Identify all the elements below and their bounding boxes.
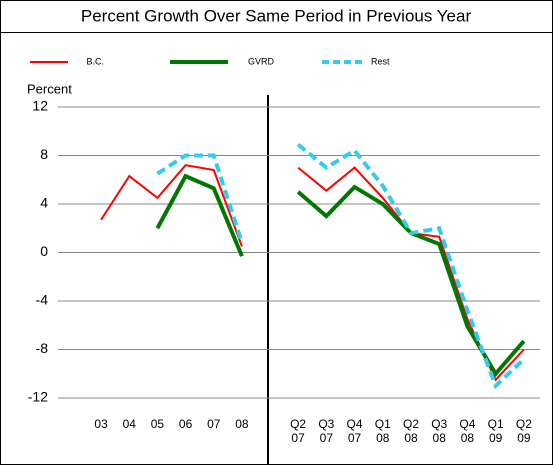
x-tick-label: 07 [207, 417, 221, 431]
x-tick-label: Q2 08 [403, 417, 419, 445]
y-tick-label: 4 [40, 195, 48, 211]
chart-frame [0, 32, 553, 465]
chart-title: Percent Growth Over Same Period in Previ… [81, 6, 472, 25]
series-line [156, 153, 244, 244]
series-line [155, 173, 244, 257]
legend-label: Rest [371, 56, 390, 66]
series-line [100, 164, 243, 247]
x-tick-label: Q3 07 [318, 417, 334, 445]
series-line [296, 143, 526, 390]
x-tick-label: 04 [123, 417, 137, 431]
x-tick-label: Q4 08 [459, 417, 475, 445]
x-tick-label: Q1 09 [488, 417, 504, 445]
y-tick-label: -8 [36, 340, 49, 356]
x-tick-label: Q2 09 [516, 417, 532, 445]
y-tick-label: -4 [36, 292, 49, 308]
legend-label: B.C. [87, 56, 105, 66]
y-tick-label: 0 [40, 243, 48, 259]
x-tick-label: 05 [151, 417, 165, 431]
y-tick-label: 12 [32, 98, 48, 114]
x-tick-label: Q4 07 [347, 417, 363, 445]
y-tick-label: -12 [28, 389, 48, 405]
y-tick-label: 8 [40, 146, 48, 162]
x-tick-label: Q1 08 [375, 417, 391, 445]
x-tick-label: Q2 07 [290, 417, 306, 445]
x-tick-label: 03 [94, 417, 108, 431]
x-tick-label: 08 [235, 417, 249, 431]
y-axis-label: Percent [27, 81, 72, 96]
x-tick-label: Q3 08 [431, 417, 447, 445]
x-tick-label: 06 [179, 417, 193, 431]
legend-label: GVRD [248, 56, 275, 66]
title-box [0, 0, 553, 33]
